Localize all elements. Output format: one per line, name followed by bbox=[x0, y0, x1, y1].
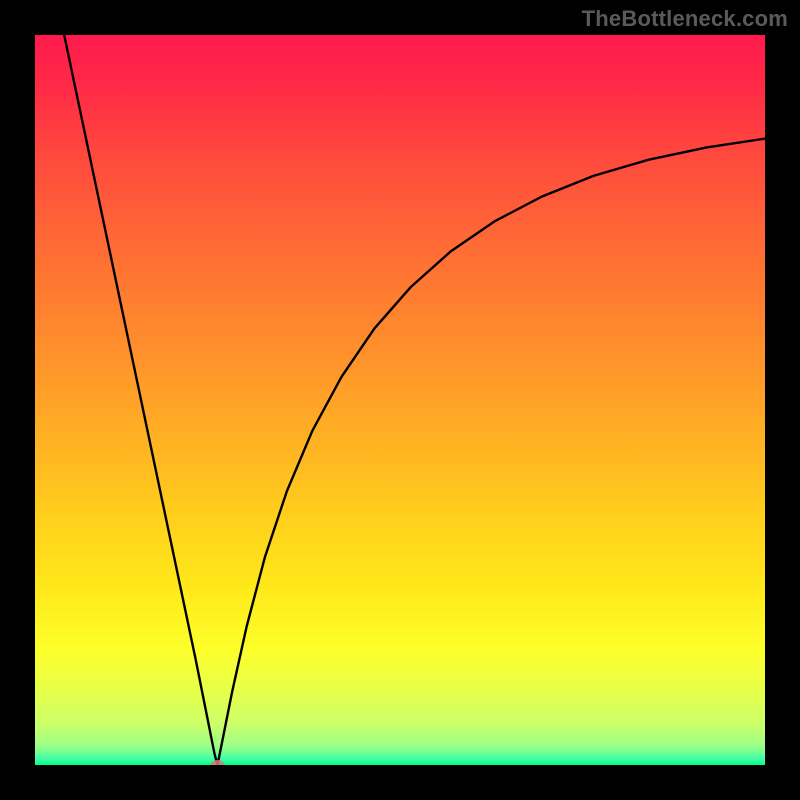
chart-frame: TheBottleneck.com bbox=[0, 0, 800, 800]
plot-background bbox=[35, 35, 765, 765]
watermark-text: TheBottleneck.com bbox=[582, 6, 788, 32]
bottleneck-curve-chart bbox=[0, 0, 800, 800]
minimum-marker bbox=[211, 760, 225, 770]
